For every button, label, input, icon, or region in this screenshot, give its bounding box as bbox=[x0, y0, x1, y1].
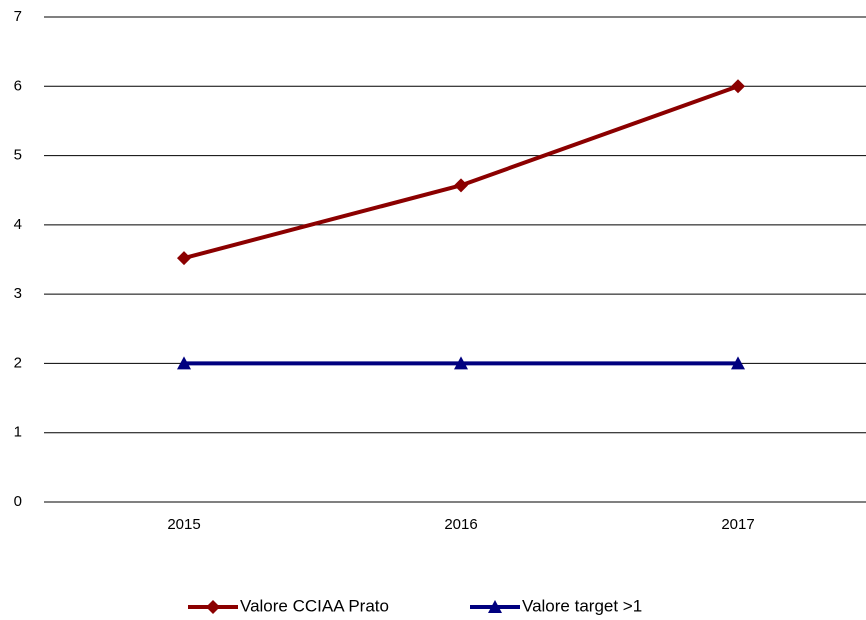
x-tick-label: 2017 bbox=[721, 516, 754, 533]
x-tick-label: 2015 bbox=[167, 516, 200, 533]
y-tick-label: 5 bbox=[14, 147, 22, 164]
y-tick-label: 0 bbox=[14, 493, 22, 510]
y-tick-label: 6 bbox=[14, 77, 22, 94]
legend-marker bbox=[488, 600, 502, 613]
data-point bbox=[731, 356, 745, 370]
data-point bbox=[454, 356, 468, 370]
y-tick-label: 2 bbox=[14, 354, 22, 371]
data-point bbox=[177, 356, 191, 370]
data-point bbox=[177, 251, 191, 266]
x-tick-label: 2016 bbox=[444, 516, 477, 533]
data-point bbox=[454, 178, 468, 193]
y-tick-label: 3 bbox=[14, 285, 22, 302]
series-line bbox=[183, 84, 739, 261]
legend-marker bbox=[206, 600, 220, 614]
y-tick-label: 7 bbox=[14, 8, 22, 25]
legend-label: Valore CCIAA Prato bbox=[240, 596, 389, 615]
legend-label: Valore target >1 bbox=[522, 596, 642, 615]
y-tick-label: 4 bbox=[14, 216, 22, 233]
y-tick-label: 1 bbox=[14, 424, 22, 441]
data-point bbox=[731, 79, 745, 94]
